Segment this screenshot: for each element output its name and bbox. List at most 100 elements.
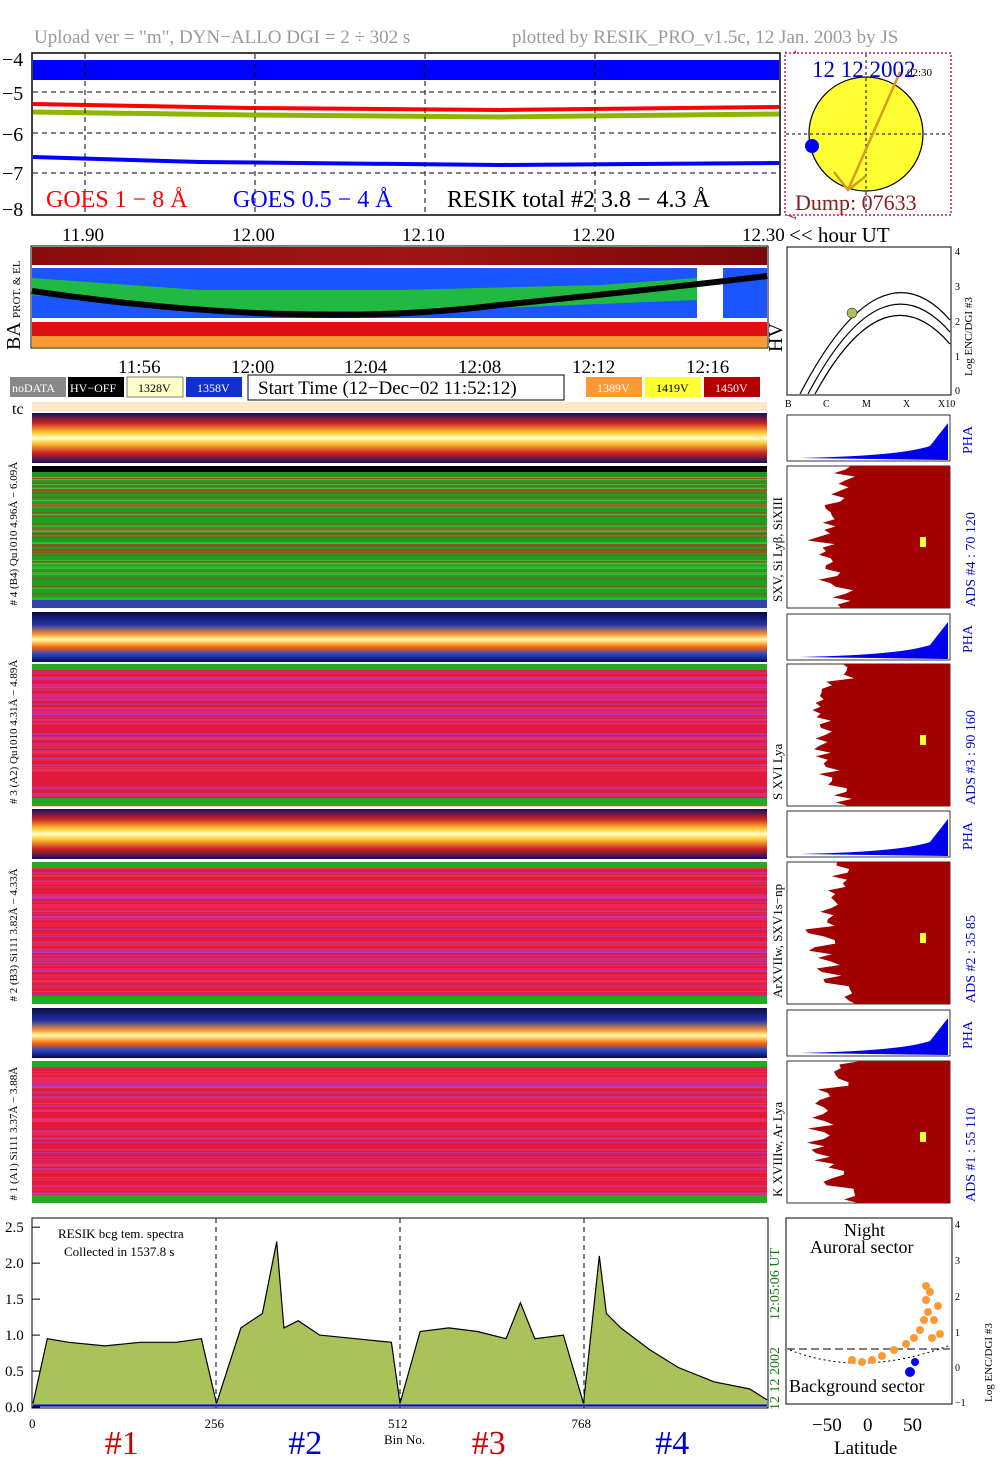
spectrogram-streak <box>32 769 767 771</box>
spectrogram-streak <box>32 1091 767 1093</box>
spectrogram-streak <box>32 959 767 961</box>
spectrogram-streak <box>32 1132 767 1134</box>
spectrogram-streak <box>32 1110 767 1112</box>
spectrum-segment-line-2 <box>215 1241 401 1404</box>
orbit-arrow <box>833 71 902 192</box>
spectrogram-streak <box>32 991 767 993</box>
spectrogram-streak <box>32 545 767 547</box>
hv-panel: HV Log ENC/DGI #3 0 1 2 3 4 B C M X X10 <box>765 246 975 410</box>
spectrogram-streak <box>32 764 767 766</box>
start-time: Start Time (12−Dec−02 11:52:12) <box>258 378 517 399</box>
ba-panel: BA PROT. & EL 11:56 12:00 12:04 12:08 12… <box>3 245 769 378</box>
spectrogram-streak <box>32 990 767 992</box>
spectrogram-streak <box>32 744 767 746</box>
spectrogram-streak <box>32 766 767 768</box>
spectrogram-streak <box>32 525 767 527</box>
spectrogram-streak <box>32 918 767 920</box>
spectrogram-streak <box>32 687 767 689</box>
spectrogram-streak <box>32 747 767 749</box>
ads-marker <box>920 537 926 547</box>
spectrogram-streak <box>32 1138 767 1140</box>
spectrogram-streak <box>32 703 767 705</box>
spectrogram-streak <box>32 542 767 544</box>
hv-ytick-4: 3 <box>955 282 960 293</box>
lat-xlabel: Latitude <box>834 1438 897 1459</box>
spectrogram-streak <box>32 698 767 700</box>
spectrogram-streak <box>32 951 767 953</box>
spectrogram-streak <box>32 593 767 595</box>
legend-goes-1-8: GOES 1 − 8 Å <box>46 187 188 213</box>
goes-ytick-1: −4 <box>2 49 23 71</box>
hv-ytick-3: 2 <box>955 317 960 328</box>
hv-legend-bar: noDATA HV−OFF 1328V 1358V Start Time (12… <box>10 374 760 401</box>
lat-ytick-2: 0 <box>955 1363 960 1374</box>
hv-curve-3 <box>814 314 951 395</box>
spectrogram-streak <box>32 533 767 536</box>
legend-nodata-swatch <box>10 377 66 397</box>
pha-histogram <box>800 1018 948 1055</box>
spectrogram-streak <box>32 578 767 580</box>
spectrogram-streak <box>32 676 767 678</box>
spectrogram-streak <box>32 943 767 945</box>
spectrogram-streak <box>32 964 767 967</box>
spectrogram-streak <box>32 742 767 744</box>
spectrogram-streak <box>32 908 767 910</box>
legend-1419: 1419V <box>656 381 689 395</box>
hv-xtick-5: X10 <box>938 399 955 410</box>
spectrogram-streak <box>32 585 767 587</box>
goes-panel: −4 −5 −6 −7 −8 X M C B A GOES 1 − 8 Å GO… <box>2 49 890 247</box>
spectrogram-streak <box>32 898 767 900</box>
spectrogram-streak <box>32 751 767 753</box>
lat-xtick-1: −50 <box>812 1415 842 1436</box>
satellite-marker <box>805 139 819 153</box>
ba-red-strip <box>32 322 767 336</box>
spectrogram-streak <box>32 499 767 502</box>
spectrogram-streak <box>32 944 767 946</box>
pha-strip <box>32 809 767 859</box>
spectrum-side-time: 12:05:06 UT <box>768 1248 783 1320</box>
ba-xtick-4: 12:08 <box>458 357 501 378</box>
legend-1450: 1450V <box>715 381 748 395</box>
line-identifications: S XVI Lya <box>770 743 785 800</box>
spectrogram-streak <box>32 719 767 721</box>
spectrogram-streak <box>32 506 767 508</box>
spectrum-xtick-1: 0 <box>29 1416 36 1431</box>
spectrum-segment-area-2 <box>216 1241 400 1407</box>
spectrum-ytick-3: 1.0 <box>5 1328 24 1344</box>
spectrogram-streak <box>32 736 767 738</box>
spectrogram-streak <box>32 968 767 970</box>
sun-panel: 12 12 2002 02:30 Dump: 07633 <box>784 52 952 216</box>
spectrogram-streak <box>32 720 767 722</box>
ads-label: ADS #2 : 35 85 <box>964 915 979 1003</box>
resik-total-curve <box>32 109 780 120</box>
spectrogram-streak <box>32 894 767 896</box>
spectrogram-streak <box>32 710 767 712</box>
spectrogram-streak <box>32 975 767 977</box>
ads-histogram <box>805 862 950 1004</box>
spectrogram-edge-bottom <box>32 996 767 1004</box>
spectrogram-streak <box>32 750 767 752</box>
spectrogram-streak <box>32 1159 767 1161</box>
spectrogram-streak <box>32 587 767 590</box>
spectrogram-streak <box>32 919 767 921</box>
ads-marker <box>920 735 926 745</box>
spectrogram-streak <box>32 1119 767 1121</box>
spectrum-ytick-1: 0.0 <box>5 1400 24 1416</box>
spectrum-ytick-2: 0.5 <box>5 1364 24 1380</box>
spectrogram-streak <box>32 716 767 718</box>
spectrogram-streak <box>32 1169 767 1171</box>
segment-label-3: #3 <box>472 1425 506 1462</box>
spectrogram-streak <box>32 1131 767 1133</box>
spectrogram-streak <box>32 880 767 882</box>
hv-xtick-2: C <box>823 399 830 410</box>
legend-1358: 1358V <box>197 381 230 395</box>
spectrogram-streak <box>32 1102 767 1104</box>
ads-label: ADS #1 : 55 110 <box>964 1108 979 1202</box>
spectrum-segment-area-1 <box>33 1338 217 1407</box>
spectrogram-streak <box>32 1087 767 1089</box>
spectrogram-streak <box>32 492 767 494</box>
spectrogram-streak <box>32 1193 767 1195</box>
spectrogram-streak <box>32 795 767 797</box>
spectrum-xtick-2: 256 <box>205 1416 225 1431</box>
spectrogram-streak <box>32 696 767 699</box>
